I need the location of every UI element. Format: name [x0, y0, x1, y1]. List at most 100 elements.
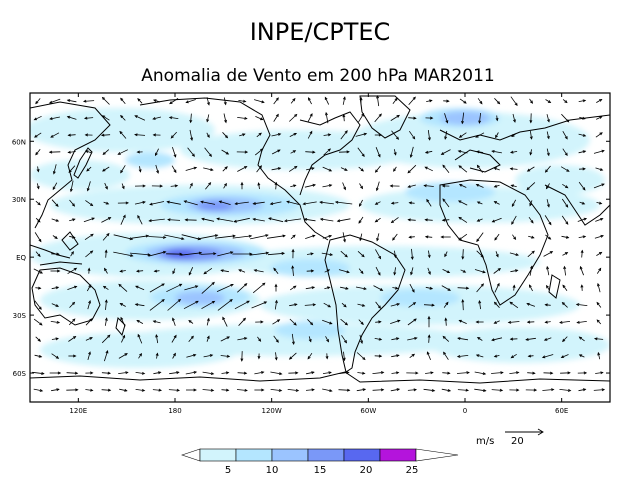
wind-vector	[527, 371, 536, 375]
wind-vector	[253, 99, 265, 104]
wind-vector	[218, 200, 231, 205]
wind-vector	[289, 133, 298, 137]
wind-vector	[303, 218, 316, 222]
wind-vector	[138, 166, 142, 173]
wind-vector	[561, 302, 568, 308]
wind-vector	[148, 218, 165, 223]
wind-vector	[409, 353, 416, 359]
wind-vector	[68, 354, 77, 358]
colorbar-tick-label: 25	[406, 465, 419, 476]
wind-vector	[52, 182, 58, 191]
wind-vector	[391, 354, 400, 358]
wind-vector	[134, 184, 146, 188]
wind-vector	[357, 147, 365, 158]
wind-vector	[48, 98, 61, 104]
wind-vector	[288, 165, 298, 172]
wind-vector	[544, 215, 552, 226]
wind-vector	[527, 250, 535, 258]
wind-vector	[117, 149, 128, 155]
wind-vector	[491, 337, 503, 342]
wind-vector	[186, 388, 197, 392]
wind-vector	[442, 371, 451, 375]
wind-vector	[408, 235, 415, 239]
wind-vector	[373, 285, 384, 291]
wind-vector	[270, 371, 283, 376]
wind-vector	[237, 166, 248, 172]
wind-vector	[358, 113, 365, 123]
wind-vector	[577, 371, 588, 375]
wind-vector	[234, 300, 250, 310]
map-frame	[29, 92, 611, 403]
wind-vector	[307, 113, 313, 123]
wind-vector	[342, 113, 346, 122]
wind-vector	[249, 251, 270, 256]
wind-vector	[271, 133, 282, 137]
wind-vector	[491, 150, 502, 154]
wind-vector	[169, 371, 180, 375]
wind-vector	[494, 98, 501, 105]
wind-vector	[457, 337, 469, 341]
wind-vector	[48, 150, 61, 154]
figure-subtitle: Anomalia de Vento em 200 hPa MAR2011	[141, 66, 494, 86]
wind-vector	[69, 301, 76, 308]
wind-vector	[375, 320, 382, 324]
wind-vector	[478, 112, 482, 124]
wind-vector	[222, 166, 228, 172]
wind-vector	[305, 234, 316, 239]
wind-vector	[529, 98, 534, 104]
wind-vector	[425, 116, 434, 120]
wind-vector	[289, 303, 298, 307]
wind-vector	[356, 352, 366, 361]
wind-vector	[152, 116, 161, 120]
wind-vector	[49, 116, 60, 121]
wind-vector	[49, 371, 62, 375]
wind-vector	[87, 351, 91, 361]
wind-vector	[237, 337, 248, 341]
wind-vector	[237, 116, 248, 120]
wind-vector	[427, 130, 431, 141]
wind-vector	[202, 371, 215, 375]
wind-vector	[33, 115, 42, 121]
wind-vector	[444, 113, 449, 124]
wind-vector	[457, 388, 470, 392]
wind-vector	[526, 320, 535, 324]
wind-vector	[509, 388, 520, 392]
wind-vector	[274, 352, 278, 361]
wind-vector	[562, 284, 568, 291]
wind-vector	[427, 334, 431, 343]
wind-vector	[67, 267, 78, 275]
wind-vector	[526, 182, 536, 191]
wind-vector	[544, 320, 551, 324]
wind-vector	[119, 303, 126, 307]
wind-vector	[410, 267, 414, 276]
wind-vector	[250, 234, 269, 240]
wind-vector	[273, 267, 279, 274]
wind-vector	[50, 320, 61, 324]
wind-vector	[575, 303, 588, 307]
wind-vector	[102, 149, 110, 156]
wind-vector	[186, 353, 197, 358]
wind-vector	[204, 147, 212, 158]
wind-vector	[256, 165, 262, 173]
wind-vector	[120, 316, 126, 327]
wind-vector	[308, 336, 312, 343]
wind-vector	[290, 234, 296, 240]
wind-vector	[120, 214, 126, 225]
wind-vector	[50, 269, 61, 273]
wind-vector	[101, 115, 110, 121]
wind-vector	[323, 148, 331, 156]
wind-vector	[458, 319, 467, 324]
wind-vector	[51, 303, 60, 307]
wind-vector	[324, 96, 330, 105]
wind-vector	[155, 148, 159, 157]
wind-vector	[355, 132, 368, 137]
wind-vector	[184, 218, 197, 222]
longitude-tick-label: 180	[168, 407, 181, 415]
wind-vector	[67, 150, 76, 154]
wind-vector	[546, 265, 550, 276]
wind-vector	[69, 218, 76, 222]
coastlines	[30, 95, 610, 384]
wind-vector	[325, 336, 329, 343]
wind-vector	[511, 215, 517, 225]
wind-vector	[543, 251, 554, 257]
